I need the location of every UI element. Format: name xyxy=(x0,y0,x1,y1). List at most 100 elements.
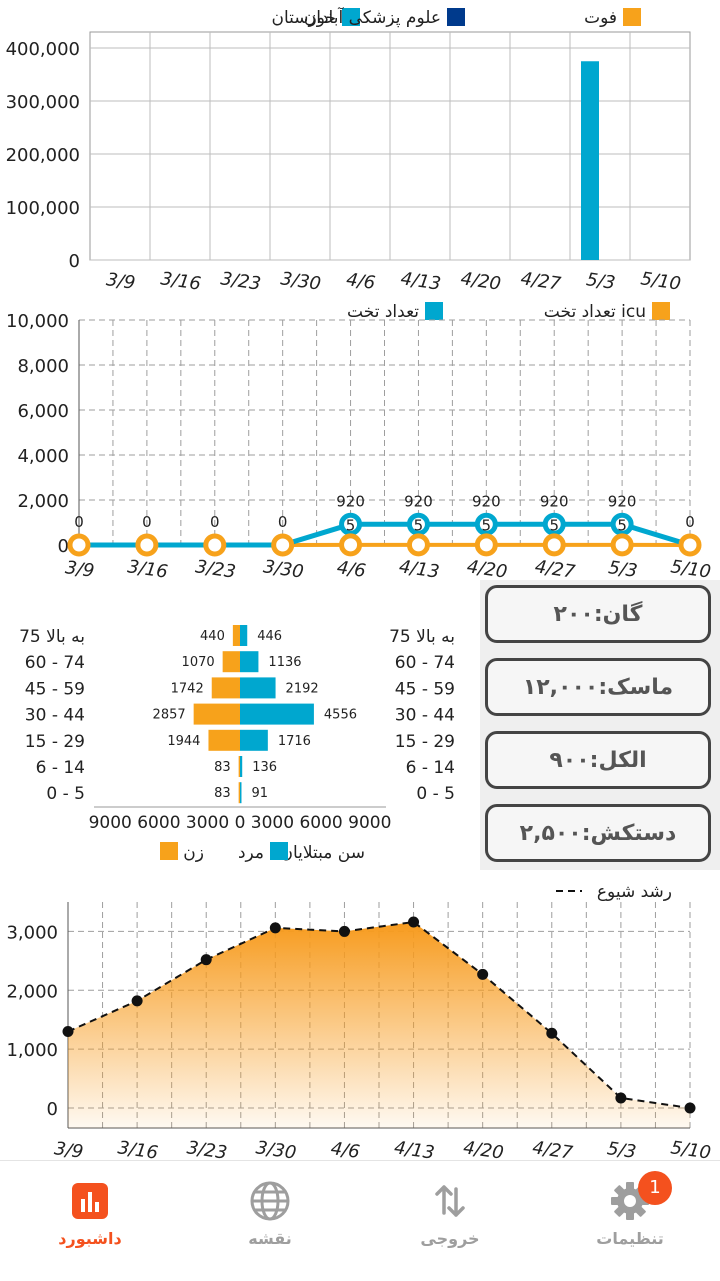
x-tick-label: 4/6 xyxy=(336,557,368,582)
y-tick-label: 3,000 xyxy=(6,922,58,943)
x-tick-label: 3/23 xyxy=(194,556,237,582)
male-value-label: 4556 xyxy=(324,708,357,723)
prevalence-point xyxy=(615,1092,626,1103)
nav-map[interactable]: نقشه xyxy=(180,1161,360,1281)
data-label: 0 xyxy=(278,513,288,531)
x-tick-label: 3/30 xyxy=(262,556,305,582)
data-label: 0 xyxy=(685,513,695,531)
x-tick-label: 3/16 xyxy=(126,556,169,582)
x-tick-label: 4/13 xyxy=(398,556,441,582)
age-group-label: 6 - 14 xyxy=(36,758,85,778)
x-tick-label: 4/27 xyxy=(531,1137,574,1162)
nav-settings[interactable]: 1 تنظیمات xyxy=(540,1161,720,1281)
legend-label: مرد xyxy=(238,843,264,863)
x-tick-label: 4/13 xyxy=(399,268,442,294)
male-bar xyxy=(240,782,241,803)
data-label: 920 xyxy=(336,492,365,510)
age-group-label: 30 - 44 xyxy=(25,706,85,726)
x-tick-label: 3/23 xyxy=(186,1137,229,1162)
bar xyxy=(581,61,599,260)
female-value-label: 1070 xyxy=(182,655,215,670)
data-label: 920 xyxy=(472,492,501,510)
notification-badge: 1 xyxy=(638,1171,672,1205)
x-tick-label: 3/9 xyxy=(105,269,137,294)
age-group-label: 75 به بالا xyxy=(389,627,455,647)
x-tick-label: 5/10 xyxy=(669,1137,712,1162)
x-tick-label: 3/16 xyxy=(116,1137,159,1162)
x-tick-label: 4/27 xyxy=(519,268,562,294)
x-tick-label: 3/9 xyxy=(53,1138,85,1162)
legend-swatch xyxy=(160,842,178,860)
male-value-label: 446 xyxy=(257,629,282,644)
legend-label: تعداد تخت xyxy=(347,302,419,322)
data-label: 0 xyxy=(142,513,152,531)
age-group-label: 6 - 14 xyxy=(406,758,455,778)
nav-settings-label: تنظیمات xyxy=(540,1229,720,1248)
x-tick-label: 4/6 xyxy=(329,1138,361,1162)
x-tick-label: 3/9 xyxy=(64,557,96,582)
male-bar xyxy=(240,730,268,751)
nav-output[interactable]: خروجی xyxy=(360,1161,540,1281)
prevalence-point xyxy=(201,954,212,965)
male-bar xyxy=(240,704,314,725)
legend-swatch xyxy=(652,302,670,320)
prevalence-area xyxy=(68,922,690,1128)
data-label: 0 xyxy=(210,513,220,531)
x-tick-label: 5/3 xyxy=(585,269,617,294)
alcohol-card[interactable]: الکل:۹۰۰ xyxy=(485,731,711,789)
data-label-inner: 5 xyxy=(617,516,627,534)
legend-swatch xyxy=(623,8,641,26)
prevalence-point xyxy=(63,1026,74,1037)
y-tick-label: 0 xyxy=(58,536,69,557)
data-label: 0 xyxy=(74,513,84,531)
data-label: 920 xyxy=(404,492,433,510)
bottom-navigation: 1 تنظیمات خروجی نقشه داشبو xyxy=(0,1160,720,1281)
x-tick-labels: 9000 6000 3000 0 3000 6000 9000 xyxy=(89,813,392,833)
prevalence-point xyxy=(477,969,488,980)
data-label-inner: 5 xyxy=(346,516,356,534)
y-tick-label: 1,000 xyxy=(6,1040,58,1061)
nav-dashboard-label: داشبورد xyxy=(0,1229,180,1248)
data-label-inner: 5 xyxy=(414,516,424,534)
age-group-label: 60 - 74 xyxy=(25,653,85,673)
icu-point xyxy=(138,536,156,554)
y-tick-label: 400,000 xyxy=(6,39,80,60)
female-bar xyxy=(239,756,240,777)
mask-card[interactable]: ماسک:۱۲,۰۰۰ xyxy=(485,658,711,716)
male-bar xyxy=(240,756,242,777)
prevalence-point xyxy=(408,917,419,928)
x-tick-label: 5/10 xyxy=(669,556,712,582)
y-tick-label: 10,000 xyxy=(6,311,69,332)
female-value-label: 2857 xyxy=(153,708,186,723)
x-tick-label: 4/6 xyxy=(345,269,377,294)
data-label: 920 xyxy=(608,492,637,510)
age-group-label: 15 - 29 xyxy=(395,732,455,752)
male-value-label: 136 xyxy=(252,760,277,775)
icu-point xyxy=(409,536,427,554)
nav-output-label: خروجی xyxy=(360,1229,540,1248)
age-group-label: 60 - 74 xyxy=(395,653,455,673)
y-tick-label: 6,000 xyxy=(17,401,69,422)
icu-point xyxy=(545,536,563,554)
data-label: 920 xyxy=(540,492,569,510)
male-value-label: 1716 xyxy=(278,734,311,749)
age-group-label: 0 - 5 xyxy=(416,784,455,804)
gown-card[interactable]: گان:۲۰۰ xyxy=(485,585,711,643)
male-value-label: 1136 xyxy=(268,655,301,670)
transfer-arrows-icon xyxy=(428,1179,472,1223)
glove-card[interactable]: دستکش:۲,۵۰۰ xyxy=(485,804,711,862)
age-group-label: 45 - 59 xyxy=(25,679,85,699)
y-tick-label: 0 xyxy=(69,251,80,272)
legend-label: علوم پزشکی آبادان xyxy=(304,6,441,28)
legend-swatch xyxy=(425,302,443,320)
y-tick-label: 300,000 xyxy=(6,92,80,113)
legend-label: فوت xyxy=(584,8,617,28)
icu-point xyxy=(681,536,699,554)
y-tick-label: 2,000 xyxy=(17,491,69,512)
y-tick-label: 4,000 xyxy=(17,446,69,467)
nav-dashboard[interactable]: داشبورد xyxy=(0,1161,180,1281)
female-value-label: 1944 xyxy=(167,734,200,749)
